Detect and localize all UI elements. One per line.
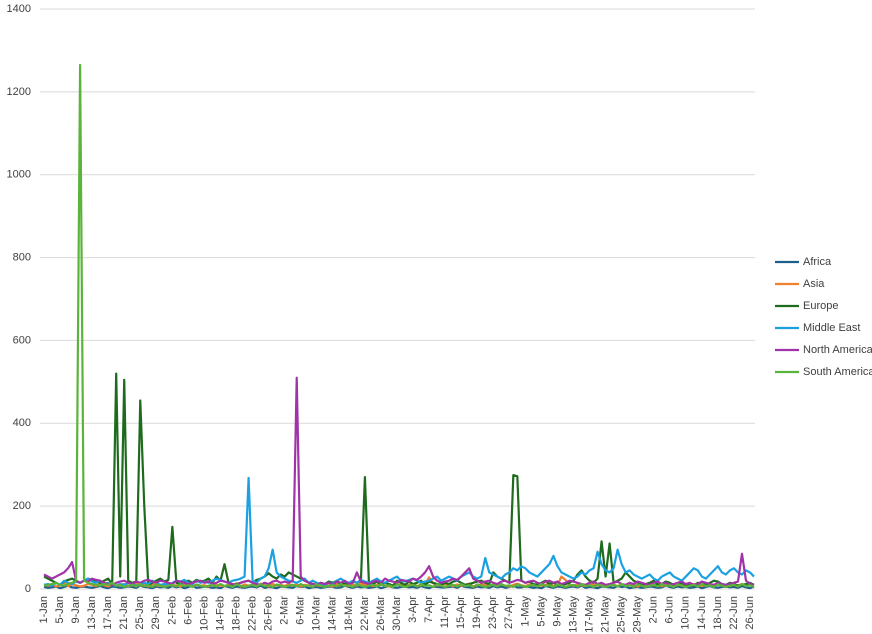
x-tick-label: 25-Jan xyxy=(134,596,146,630)
x-tick-label: 30-Mar xyxy=(391,596,403,631)
x-tick-label: 2-Mar xyxy=(279,596,291,625)
x-tick-label: 6-Jun xyxy=(664,596,676,624)
x-tick-label: 29-Jan xyxy=(150,596,162,630)
x-tick-label: 26-Mar xyxy=(375,596,387,631)
y-tick-label: 1200 xyxy=(7,86,31,98)
x-tick-label: 10-Feb xyxy=(198,596,210,631)
x-tick-label: 10-Mar xyxy=(311,596,323,631)
x-tick-label: 9-May xyxy=(551,596,563,627)
x-tick-label: 18-Feb xyxy=(230,596,242,631)
x-tick-label: 22-Feb xyxy=(246,596,258,631)
x-tick-label: 17-May xyxy=(583,596,595,633)
legend-label: Asia xyxy=(803,278,825,290)
x-tick-label: 18-Mar xyxy=(343,596,355,631)
x-tick-label: 6-Mar xyxy=(295,596,307,625)
x-tick-label: 1-Jan xyxy=(38,596,50,624)
x-tick-label: 11-Apr xyxy=(439,596,451,629)
series-line xyxy=(43,372,755,587)
x-tick-label: 7-Apr xyxy=(423,596,435,623)
y-tick-label: 0 xyxy=(25,583,31,595)
y-tick-label: 1400 xyxy=(7,3,31,15)
x-tick-label: 21-Jan xyxy=(118,596,130,630)
y-tick-label: 1000 xyxy=(7,169,31,181)
x-tick-label: 21-May xyxy=(599,596,611,633)
x-tick-label: 22-Mar xyxy=(359,596,371,631)
x-tick-label: 14-Jun xyxy=(696,596,708,630)
series-line xyxy=(43,63,755,589)
x-tick-label: 3-Apr xyxy=(407,596,419,623)
x-tick-label: 13-Jan xyxy=(86,596,98,630)
x-tick-label: 26-Feb xyxy=(263,596,275,631)
legend-label: South America xyxy=(803,366,872,378)
x-tick-label: 5-May xyxy=(535,596,547,627)
x-tick-label: 6-Feb xyxy=(182,596,194,625)
x-tick-label: 27-Apr xyxy=(503,596,515,629)
x-tick-label: 17-Jan xyxy=(102,596,114,630)
y-tick-label: 600 xyxy=(13,334,31,346)
x-tick-label: 2-Feb xyxy=(166,596,178,625)
x-tick-label: 5-Jan xyxy=(54,596,66,624)
x-tick-label: 9-Jan xyxy=(70,596,82,624)
series-line xyxy=(43,476,755,587)
legend-label: Europe xyxy=(803,300,838,312)
legend-label: Middle East xyxy=(803,322,860,334)
x-tick-label: 23-Apr xyxy=(487,596,499,629)
x-tick-label: 26-Jun xyxy=(744,596,756,630)
x-tick-label: 15-Apr xyxy=(455,596,467,629)
x-tick-label: 13-May xyxy=(567,596,579,633)
x-tick-label: 25-May xyxy=(616,596,628,633)
legend-label: Africa xyxy=(803,256,832,268)
x-tick-label: 22-Jun xyxy=(728,596,740,630)
x-tick-label: 19-Apr xyxy=(471,596,483,629)
x-tick-label: 2-Jun xyxy=(648,596,660,624)
x-tick-label: 29-May xyxy=(632,596,644,633)
x-tick-label: 14-Feb xyxy=(214,596,226,631)
series-line xyxy=(43,376,755,586)
x-tick-label: 10-Jun xyxy=(680,596,692,630)
x-tick-label: 14-Mar xyxy=(327,596,339,631)
y-tick-label: 400 xyxy=(13,417,31,429)
legend-label: North America xyxy=(803,344,872,356)
x-tick-label: 1-May xyxy=(519,596,531,627)
x-tick-label: 18-Jun xyxy=(712,596,724,630)
y-tick-label: 800 xyxy=(13,251,31,263)
y-tick-label: 200 xyxy=(13,500,31,512)
